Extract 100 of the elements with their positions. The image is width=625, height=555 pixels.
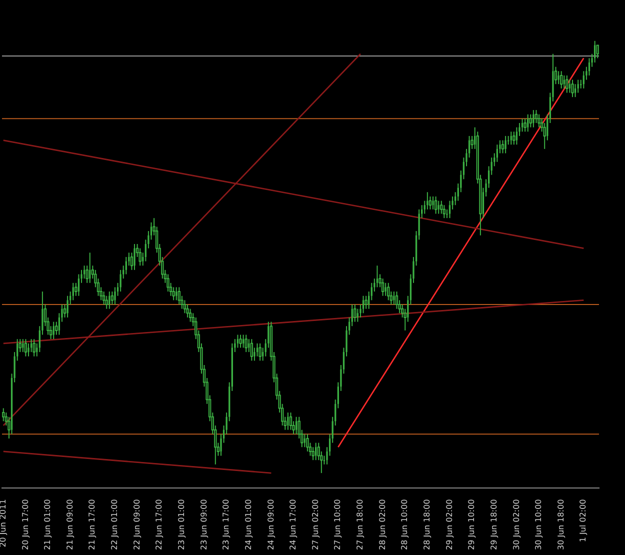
x-tick-label: 23 Jun 09:00: [199, 499, 208, 550]
x-tick-label: 21 Jun 09:00: [65, 499, 74, 550]
candlestick: [2, 408, 5, 422]
candlestick: [258, 342, 262, 362]
candlestick: [527, 114, 529, 132]
candlestick: [178, 286, 180, 306]
candlestick: [512, 131, 516, 146]
x-tick-label: 24 Jun 09:00: [266, 499, 276, 550]
candlestick: [102, 291, 106, 306]
candlestick: [442, 204, 446, 219]
candlestick: [289, 412, 292, 430]
candlestick: [315, 442, 317, 461]
candlestick: [568, 79, 571, 94]
candlestick: [244, 334, 248, 353]
x-tick-label: 23 Jun 17:00: [222, 499, 231, 550]
candlestick: [558, 70, 560, 85]
candlestick: [395, 291, 398, 310]
candlestick: [510, 131, 512, 146]
candlestick: [188, 308, 192, 322]
candlestick: [594, 40, 596, 64]
candlestick: [295, 416, 298, 435]
x-tick-label: 21 Jun 17:00: [88, 499, 97, 550]
candlestick: [24, 338, 28, 357]
x-tick-label: 28 Jun 18:00: [422, 499, 432, 550]
x-tick-label: 21 Jun 01:00: [43, 499, 52, 550]
candlestick: [239, 334, 242, 348]
candlestick: [254, 347, 256, 362]
candlestick: [236, 334, 239, 348]
candlestick: [504, 135, 506, 154]
candlestick: [381, 278, 384, 296]
candlestick: [566, 74, 568, 94]
candlestick: [577, 79, 579, 94]
candlestick: [183, 300, 186, 314]
x-tick-label: 23 Jun 01:00: [177, 499, 186, 550]
candlestick: [376, 265, 378, 288]
candlestick: [571, 79, 574, 98]
candlestick: [428, 196, 432, 210]
x-tick-label: 1 Jul 02:00: [578, 499, 588, 542]
candlestick: [529, 114, 532, 128]
x-tick-label: 28 Jun 10:00: [400, 499, 410, 550]
candlestick: [250, 338, 254, 362]
candlestick: [66, 295, 68, 318]
candlestick: [434, 196, 438, 214]
x-tick-label: 29 Jun 10:00: [467, 499, 476, 550]
x-tick-label: 20 Jun 17:00: [20, 499, 30, 550]
x-tick-label: 29 Jun 18:00: [489, 499, 498, 550]
candlestick: [242, 334, 244, 348]
candlestick: [532, 110, 534, 128]
candlestick: [440, 200, 443, 214]
candlestick: [72, 282, 74, 301]
x-tick-label: 29 Jun 02:00: [444, 499, 454, 550]
candlestick: [78, 274, 80, 296]
candlestick: [432, 196, 434, 210]
candlestick: [134, 244, 136, 270]
candlestick: [516, 126, 518, 146]
candlestick: [287, 412, 289, 430]
x-tick-label: 24 Jun 17:00: [288, 499, 298, 550]
candlestick: [186, 304, 189, 318]
candlestick: [306, 434, 309, 452]
candlestick: [438, 200, 440, 214]
candlestick: [114, 286, 116, 306]
candlestick: [32, 338, 36, 357]
candlestick: [172, 286, 175, 301]
candlestick: [166, 274, 170, 292]
candlestick: [426, 192, 428, 210]
candlestick: [393, 291, 395, 306]
candlestick: [384, 282, 386, 296]
candlestick: [574, 84, 576, 98]
candlestick: [28, 342, 30, 357]
candlestick: [538, 114, 540, 128]
candlestick: [387, 282, 390, 301]
x-tick-label: 27 Jun 18:00: [356, 499, 365, 550]
x-tick-label: 30 Jun 02:00: [512, 499, 521, 550]
candlestick: [83, 265, 86, 280]
x-tick-label: 30 Jun 18:00: [556, 499, 566, 550]
x-tick-label: 27 Jun 02:00: [310, 499, 320, 550]
candlestick: [105, 295, 108, 310]
candlestick: [312, 446, 314, 461]
x-tick-label: 28 Jun 02:00: [378, 499, 387, 550]
candlestick: [52, 321, 54, 340]
x-tick-label: 27 Jun 10:00: [333, 499, 342, 550]
candlestick: [521, 118, 524, 132]
candlestick: [596, 44, 599, 59]
candlestick: [176, 286, 178, 301]
x-tick-label: 24 Jun 01:00: [244, 499, 253, 550]
candlestick: [138, 248, 142, 266]
candlestick: [22, 338, 24, 353]
candlestick: [362, 295, 364, 314]
candlestick: [256, 342, 258, 357]
candlestick: [448, 200, 451, 219]
candlestick: [534, 110, 538, 124]
candlestick: [524, 118, 526, 132]
x-tick-label: 22 Jun 09:00: [132, 499, 142, 550]
x-tick-label: 30 Jun 10:00: [534, 499, 544, 550]
candlestick: [501, 140, 504, 154]
candlestick: [120, 269, 122, 292]
candlestick: [364, 295, 368, 310]
candlestick: [354, 304, 356, 322]
candlestick: [110, 291, 114, 306]
candlestick: [356, 308, 359, 322]
